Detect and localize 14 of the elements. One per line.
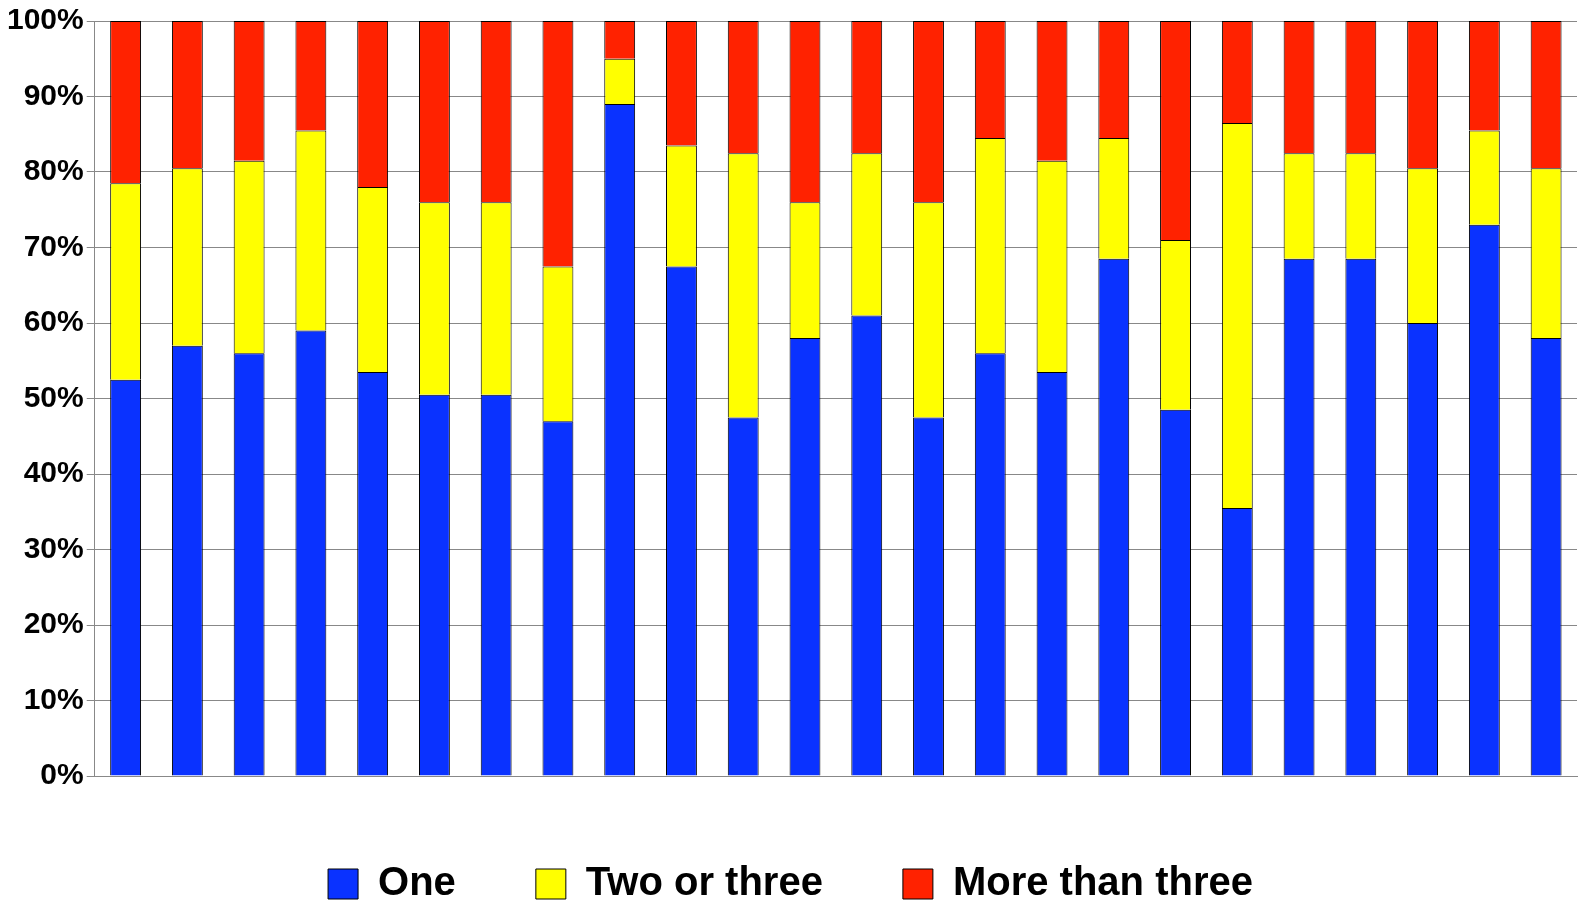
y-tick-label: 30% [23,530,84,564]
y-tick-label: 80% [23,153,84,187]
legend-label: Two or three [585,859,823,904]
y-tick-label: 90% [23,77,84,111]
y-tick-label: 20% [23,606,84,640]
legend-label: More than three [952,859,1253,904]
legend-label: One [378,859,456,904]
y-tick-label: 60% [23,304,84,338]
y-tick-label: 0% [40,757,84,791]
y-tick-label: 100% [6,2,84,36]
y-tick-label: 70% [23,228,84,262]
y-tick-label: 10% [23,681,84,715]
y-tick-label: 50% [23,379,84,413]
y-tick-label: 40% [23,455,84,489]
